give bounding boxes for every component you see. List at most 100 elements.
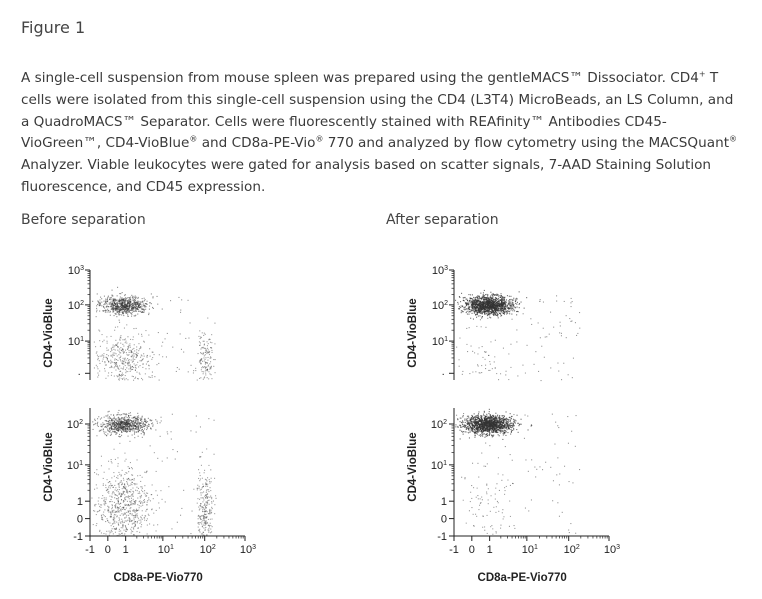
data-point [139,310,141,312]
data-point [470,421,472,423]
data-point [115,426,117,428]
data-point [123,422,125,424]
data-point [496,303,498,305]
data-point [486,413,488,415]
data-point [500,429,502,431]
data-point [202,531,204,533]
data-point [108,360,110,362]
data-point [481,316,483,318]
data-point [473,296,475,298]
data-point [107,423,109,425]
data-point [205,504,207,506]
data-point [110,434,112,436]
data-point [200,353,202,355]
data-point [126,299,128,301]
data-point [126,511,128,513]
data-point [502,297,504,299]
data-point [471,429,473,431]
data-point [138,303,140,305]
data-point [111,423,113,425]
data-point [116,343,118,345]
data-point [516,298,518,300]
data-point [487,304,489,306]
data-point [131,481,133,483]
data-point [497,313,499,315]
data-point [127,420,129,422]
data-point [480,298,482,300]
data-point [128,426,130,428]
data-point [124,517,126,519]
data-point [118,427,120,429]
data-point [137,306,139,308]
data-point [161,460,163,462]
data-point [145,515,147,517]
data-point [481,306,483,308]
data-point [132,495,134,497]
data-point [119,303,121,305]
data-point [102,519,104,521]
data-point [123,377,125,379]
data-point [135,510,137,512]
data-point [108,534,110,536]
data-point [504,306,506,308]
data-point [113,298,115,300]
data-point [124,301,126,303]
data-point [111,425,113,427]
data-point [131,428,133,430]
data-point [473,306,475,308]
data-point [207,365,209,367]
data-point [131,368,133,370]
data-point [503,297,505,299]
data-point [130,303,132,305]
data-point [520,423,522,425]
data-point [483,429,485,431]
data-point [125,305,127,307]
data-point [117,286,119,288]
data-point [516,314,518,316]
data-point [131,474,133,476]
data-point [146,504,148,506]
data-point [113,428,115,430]
data-point [148,497,150,499]
data-point [96,473,98,475]
data-point [477,304,479,306]
data-point [126,482,128,484]
data-point [489,299,491,301]
y-axis-label: CD4-VioBlue [43,432,55,501]
data-point [125,499,127,501]
data-point [489,316,491,318]
data-point [500,299,502,301]
data-point [210,347,212,349]
data-point [110,483,112,485]
data-point [465,303,467,305]
data-point [476,313,478,315]
data-point [134,310,136,312]
data-point [205,361,207,363]
data-point [496,306,498,308]
data-point [129,428,131,430]
data-point [108,506,110,508]
data-point [115,494,117,496]
data-point [468,417,470,419]
data-point [139,427,141,429]
data-point [131,484,133,486]
data-point [124,375,126,377]
data-point [129,513,131,515]
data-point [484,294,486,296]
data-point [475,424,477,426]
data-point [115,505,117,507]
data-point [495,301,497,303]
data-point [126,472,128,474]
data-point [136,486,138,488]
data-point [501,419,503,421]
data-point [471,309,473,311]
data-point [496,314,498,316]
data-point [489,305,491,307]
data-point [117,421,119,423]
data-point [204,333,206,335]
data-point [145,363,147,365]
data-point [205,366,207,368]
data-point [134,483,136,485]
data-point [185,337,187,339]
data-point [502,305,504,307]
